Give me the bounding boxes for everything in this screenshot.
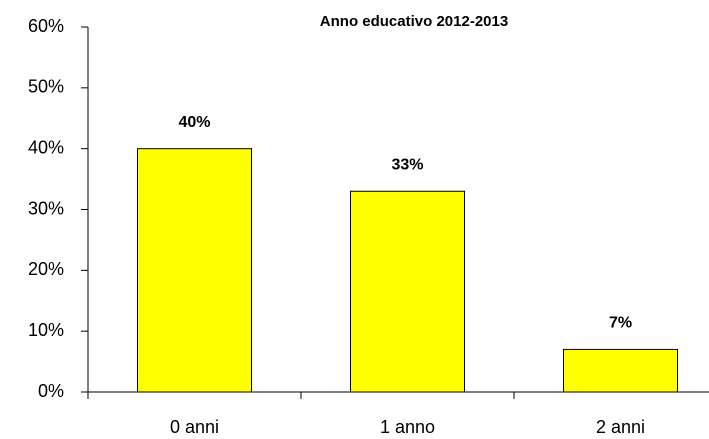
value-label: 7% bbox=[609, 315, 632, 332]
x-tick-label: 2 anni bbox=[596, 417, 645, 437]
y-tick-label: 50% bbox=[28, 77, 64, 97]
y-tick-label: 60% bbox=[28, 16, 64, 36]
bar bbox=[563, 348, 678, 393]
bar bbox=[350, 190, 465, 393]
x-tick-label: 0 anni bbox=[170, 417, 219, 437]
y-tick-label: 30% bbox=[28, 198, 64, 218]
y-tick-label: 40% bbox=[28, 137, 64, 157]
bar bbox=[137, 148, 252, 393]
value-label: 40% bbox=[178, 114, 210, 131]
y-tick-label: 10% bbox=[28, 320, 64, 340]
value-label: 33% bbox=[391, 156, 423, 173]
x-tick-label: 1 anno bbox=[380, 417, 435, 437]
chart-title: Anno educativo 2012-2013 bbox=[320, 13, 508, 30]
y-tick-label: 0% bbox=[38, 381, 64, 401]
y-tick-label: 20% bbox=[28, 259, 64, 279]
